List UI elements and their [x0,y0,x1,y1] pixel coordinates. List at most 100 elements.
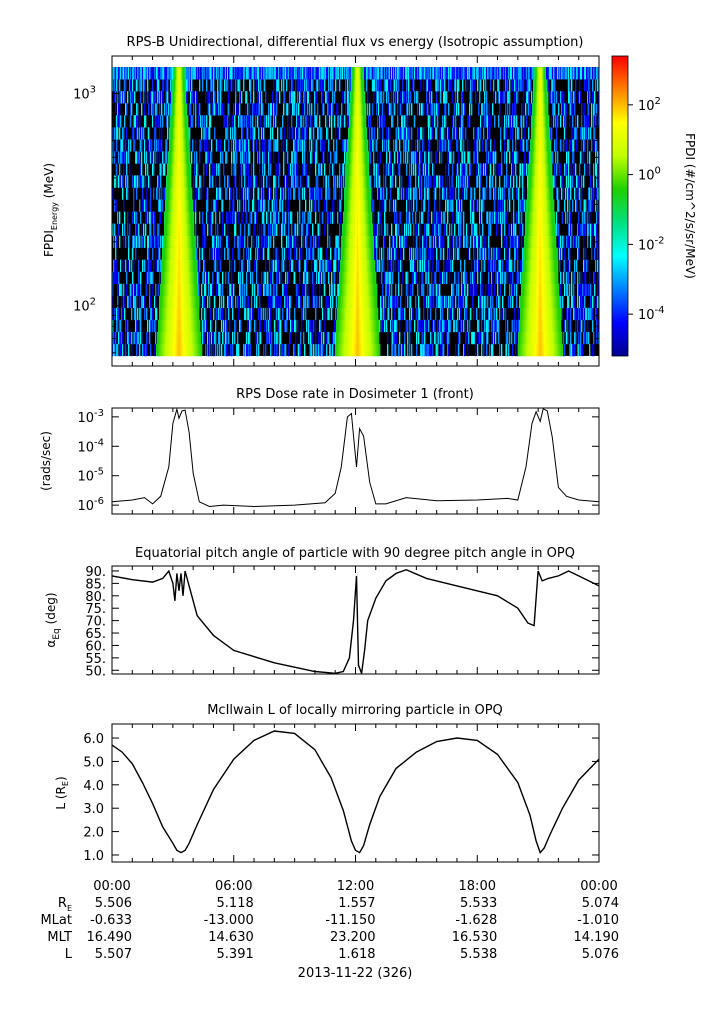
spectrogram-cell [270,223,272,236]
spectrogram-cell [189,139,191,152]
spectrogram-cell [526,259,528,272]
spectrogram-cell [536,139,538,152]
spectrogram-cell [192,307,194,321]
spectrogram-cell [597,295,599,309]
spectrogram-cell [482,223,484,236]
spectrogram-cell [568,151,570,164]
spectrogram-cell [190,271,192,285]
spectrogram-cell [363,331,365,345]
spectrogram-cell [193,187,195,200]
spectrogram-cell [585,163,587,176]
spectrogram-cell [539,175,541,188]
spectrogram-cell [584,139,586,152]
spectrogram-cell [163,319,165,333]
spectrogram-cell [381,271,383,285]
spectrogram-cell [556,295,558,309]
spectrogram-cell [189,151,191,164]
spectrogram-cell [337,283,339,297]
spectrogram-cell [360,331,362,345]
spectrogram-cell [452,175,454,188]
spectrogram-cell [401,235,403,248]
spectrogram-cell [573,163,575,176]
spectrogram-cell [362,223,364,236]
spectrogram-cell [347,187,349,200]
spectrogram-cell [195,331,197,345]
spectrogram-cell [172,331,174,345]
spectrogram-cell [538,259,540,272]
spectrogram-cell [522,259,524,272]
spectrogram-cell [565,187,567,200]
spectrogram-cell [138,331,140,345]
spectrogram-cell [384,235,386,248]
spectrogram-cell [363,151,365,164]
spectrogram-cell [596,307,598,321]
spectrogram-cell [283,187,285,200]
spectrogram-cell [427,307,429,321]
spectrogram-cell [526,235,528,248]
spectrogram-cell [134,331,136,345]
spectrogram-cell [149,139,151,152]
spectrogram-cell [436,247,438,260]
spectrogram-cell [409,307,411,321]
spectrogram-cell [249,211,251,224]
spectrogram-cell [348,247,350,260]
spectrogram-cell [163,307,165,321]
spectrogram-cell [545,307,547,321]
spectrogram-cell [512,295,514,309]
spectrogram-cell [187,331,189,345]
spectrogram-cell [377,331,379,345]
spectrogram-cell [368,259,370,272]
spectrogram-cell [299,187,301,200]
spectrogram-cell [362,331,364,345]
spectrogram-cell [521,319,523,333]
spectrogram-cell [499,259,501,272]
spectrogram-cell [438,235,440,248]
spectrogram-cell [148,271,150,285]
spectrogram-cell [558,331,560,345]
spectrogram-cell [355,283,357,297]
spectrogram-cell [141,331,143,345]
spectrogram-cell [164,319,166,333]
spectrogram-cell [278,295,280,309]
spectrogram-cell [522,139,524,152]
spectrogram-cell [511,319,513,333]
spectrogram-cell [493,187,495,200]
spectrogram-cell [417,259,419,272]
spectrogram-cell [305,187,307,200]
spectrogram-cell [540,187,542,200]
spectrogram-cell [168,259,170,272]
spectrogram-cell [553,271,555,285]
spectrogram-cell [302,139,304,152]
spectrogram-cell [376,175,378,188]
spectrogram-cell [543,151,545,164]
spectrogram-cell [373,283,375,297]
spectrogram-cell [408,223,410,236]
spectrogram-cell [535,151,537,164]
spectrogram-cell [328,271,330,285]
spectrogram-cell [385,163,387,176]
spectrogram-cell [201,127,203,140]
spectrogram-cell [357,235,359,248]
spectrogram-cell [470,199,472,212]
spectrogram-cell [214,247,216,260]
spectrogram-cell [524,235,526,248]
spectrogram-cell [165,271,167,285]
spectrogram-cell [438,283,440,297]
spectrogram-cell [455,187,457,200]
spectrogram-cell [190,235,192,248]
spectrogram-cell [456,175,458,188]
spectrogram-cell [372,343,374,357]
spectrogram-cell [580,223,582,236]
spectrogram-cell [404,235,406,248]
spectrogram-cell [365,343,367,357]
spectrogram-cell [557,343,559,357]
spectrogram-cell [346,283,348,297]
spectrogram-cell [280,199,282,212]
spectrogram-cell [350,319,352,333]
spectrogram-cell [474,187,476,200]
spectrogram-cell [411,151,413,164]
spectrogram-cell [384,211,386,224]
spectrogram-cell [366,283,368,297]
spectrogram-cell [190,283,192,297]
spectrogram-cell [363,199,365,212]
